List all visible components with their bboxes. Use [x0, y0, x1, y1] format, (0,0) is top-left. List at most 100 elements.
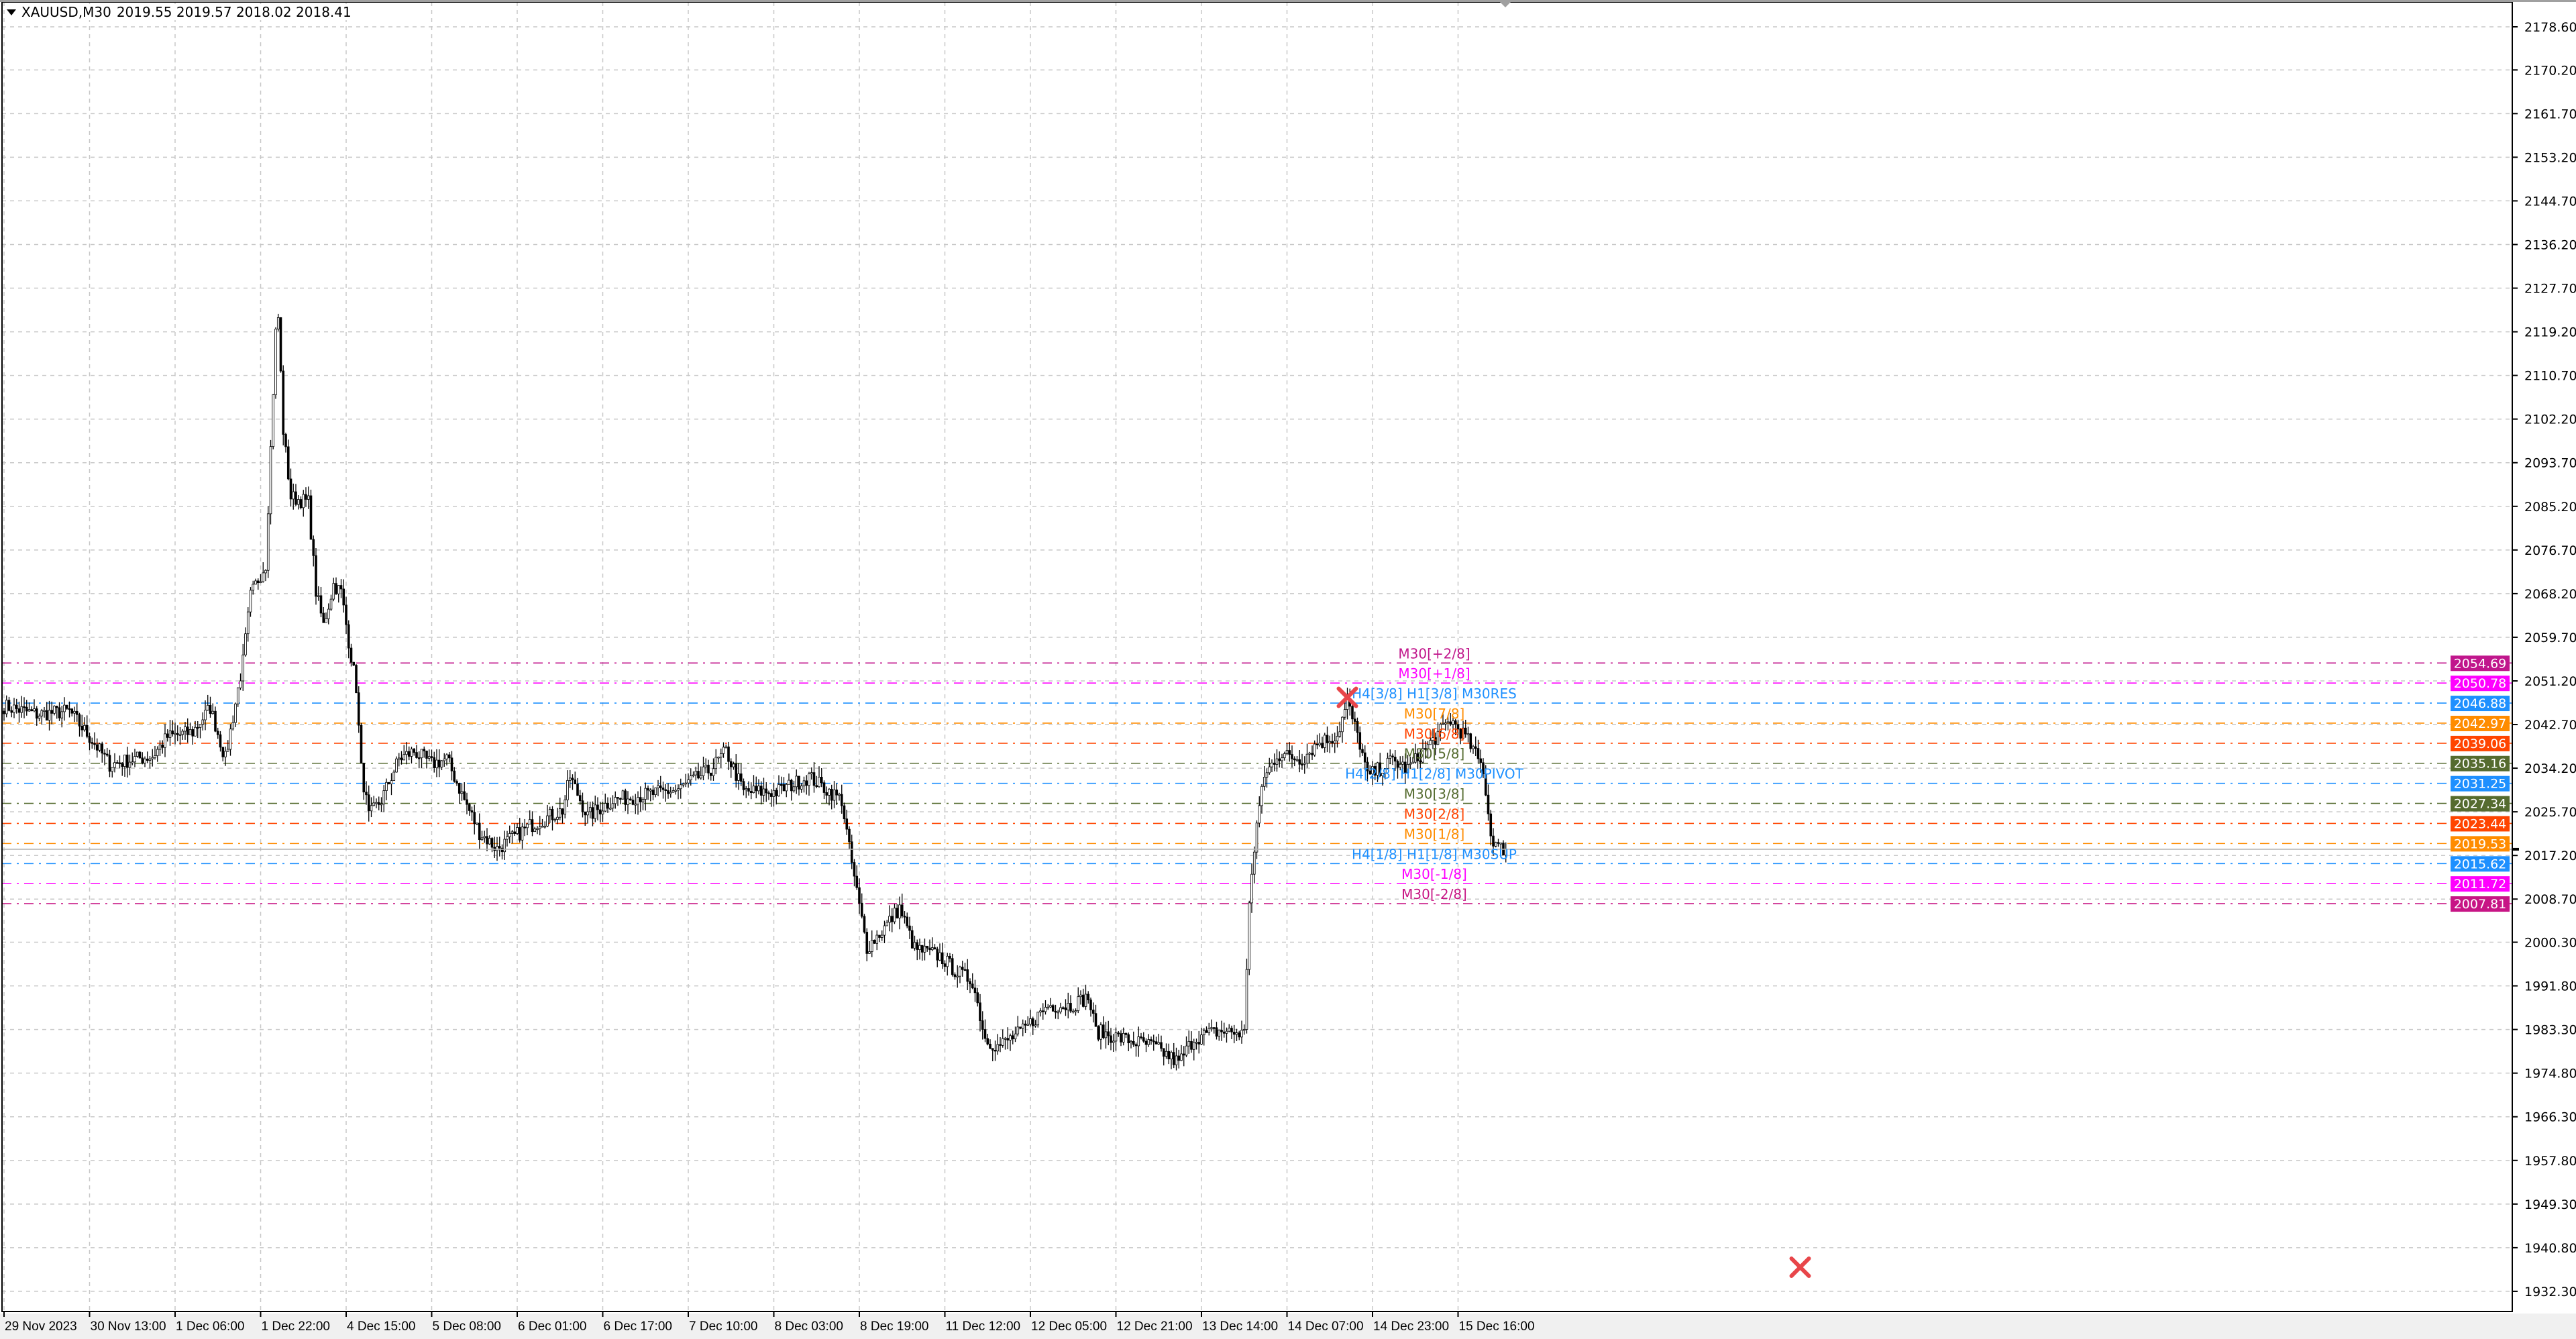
- candle-bull: [634, 804, 637, 806]
- candle-bull: [435, 759, 438, 768]
- y-tick-label: 2017.20: [2524, 849, 2576, 863]
- candle-bear: [191, 729, 195, 737]
- candle-bear: [709, 772, 712, 776]
- candle-bull: [1130, 1040, 1132, 1044]
- candle-bull: [201, 719, 205, 725]
- candle-bear: [1172, 1052, 1175, 1065]
- candle-bull: [1295, 759, 1299, 761]
- candle-bull: [808, 773, 810, 786]
- candle-bull: [53, 706, 56, 714]
- candle-bull: [722, 747, 725, 754]
- candle-bear: [30, 709, 34, 712]
- candle-bull: [199, 724, 202, 728]
- candle-bear: [286, 446, 290, 480]
- candle-bull: [1026, 1024, 1030, 1026]
- candle-bear: [863, 916, 866, 932]
- candle-bull: [601, 810, 604, 814]
- candle-bull: [1281, 757, 1283, 761]
- level-price-label: 2023.44: [2454, 816, 2507, 831]
- candle-bear: [518, 827, 521, 841]
- candle-bull: [405, 751, 408, 755]
- candle-bull: [476, 822, 478, 824]
- candle-bull: [1157, 1042, 1161, 1045]
- candle-bull: [1252, 851, 1256, 875]
- candle-bear: [350, 647, 353, 663]
- candle-bear: [466, 799, 468, 805]
- candle-bull: [802, 780, 806, 787]
- candle-bull: [246, 611, 250, 635]
- candle-bull: [307, 495, 310, 500]
- level-price-tag: [2451, 896, 2510, 912]
- candle-bull: [325, 618, 327, 623]
- candle-bull: [480, 837, 484, 841]
- candle-bear: [890, 916, 894, 922]
- candle-bear: [1064, 1007, 1067, 1010]
- candle-bear: [616, 797, 619, 799]
- candle-bear: [973, 987, 977, 994]
- candle-bear: [1167, 1051, 1171, 1060]
- candle-bear: [820, 777, 823, 784]
- candle-bear: [1089, 1000, 1092, 1010]
- candle-bear: [312, 539, 315, 556]
- candle-bear: [1326, 735, 1329, 743]
- candle-bull: [568, 778, 572, 781]
- candle-bull: [788, 780, 790, 785]
- candle-bull: [460, 791, 464, 794]
- candle-bull: [231, 722, 235, 730]
- candle-bull: [930, 947, 934, 951]
- candle-bear: [1069, 1003, 1072, 1012]
- candle-bull: [402, 754, 406, 761]
- y-tick-label: 2136.20: [2524, 237, 2576, 252]
- candle-bear: [1054, 1010, 1057, 1013]
- candle-bull: [483, 836, 486, 839]
- candle-bull: [259, 581, 262, 584]
- candle-bear: [209, 704, 212, 714]
- triangle-down-icon[interactable]: [7, 9, 16, 15]
- candle-bear: [360, 725, 363, 764]
- level-price-label: 2035.16: [2454, 757, 2507, 771]
- candle-bear: [598, 809, 602, 814]
- candle-bull: [898, 904, 901, 918]
- candle-bear: [659, 785, 662, 788]
- candle-bear: [1393, 757, 1397, 762]
- candle-bull: [516, 827, 519, 834]
- candle-bear: [873, 940, 876, 944]
- x-tick-label: 12 Dec 21:00: [1117, 1320, 1193, 1334]
- candle-bull: [375, 802, 378, 804]
- candle-bear: [1134, 1044, 1138, 1047]
- candle-bear: [35, 708, 38, 719]
- level-price-tag: [2451, 836, 2510, 852]
- candle-bear: [357, 692, 360, 726]
- candle-bull: [33, 708, 36, 712]
- candle-bear: [141, 757, 144, 763]
- candle-bear: [853, 862, 856, 877]
- level-price-label: 2007.81: [2454, 897, 2507, 912]
- candle-bull: [254, 580, 257, 585]
- candle-bull: [13, 704, 15, 713]
- candle-bear: [815, 785, 818, 788]
- candle-bull: [868, 951, 871, 954]
- candle-bear: [1006, 1038, 1010, 1040]
- candle-bear: [407, 751, 411, 757]
- candle-bear: [523, 826, 527, 828]
- candle-bull: [224, 751, 227, 757]
- candle-bull: [694, 771, 698, 775]
- candle-bear: [1094, 1013, 1097, 1027]
- candle-bull: [174, 733, 176, 735]
- candle-bear: [661, 788, 665, 790]
- candle-bull: [893, 908, 896, 922]
- candle-bull: [745, 788, 748, 790]
- candle-bull: [1268, 766, 1271, 773]
- candle-bull: [244, 633, 247, 655]
- candle-bull: [164, 733, 166, 748]
- candle-bear: [387, 782, 390, 785]
- candle-bull: [332, 583, 335, 600]
- candle-bear: [1140, 1036, 1142, 1038]
- level-label: M30[+1/8]: [1398, 665, 1470, 682]
- y-tick-label: 2161.70: [2524, 107, 2576, 121]
- bid-price-tag: [2512, 847, 2519, 851]
- candle-bull: [1210, 1027, 1213, 1029]
- candle-bull: [123, 754, 126, 767]
- candle-bull: [654, 787, 657, 795]
